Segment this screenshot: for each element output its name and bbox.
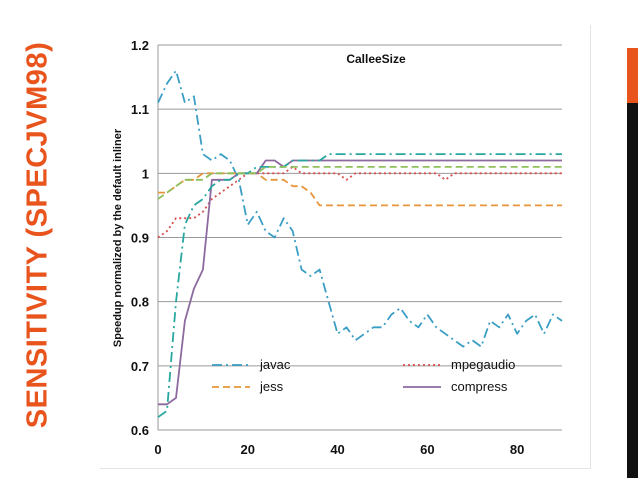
- accent-bar: [627, 48, 638, 103]
- x-tick-label: 0: [154, 442, 161, 457]
- x-tick-label: 60: [420, 442, 434, 457]
- y-tick-labels: 0.6 0.7 0.8 0.9 1 1.1 1.2: [131, 38, 149, 438]
- x-tick-label: 20: [241, 442, 255, 457]
- y-tick-label: 1.2: [131, 38, 149, 53]
- y-axis-label: Speedup normalized by the default inline…: [112, 128, 124, 347]
- x-tick-label: 80: [510, 442, 524, 457]
- series-line-mpegaudio: [157, 165, 562, 239]
- grid-lines: [157, 44, 562, 431]
- y-tick-label: 0.7: [131, 359, 149, 374]
- y-tick-label: 1: [142, 166, 149, 181]
- legend-label-jess: jess: [259, 379, 284, 394]
- series-line-unlabeled-4: [157, 153, 562, 418]
- plot-area: [157, 69, 563, 418]
- legend-label-compress: compress: [451, 379, 508, 394]
- x-tick-label: 40: [330, 442, 344, 457]
- legend-label-javac: javac: [259, 357, 291, 372]
- legend: javac mpegaudio jess compress: [212, 357, 515, 394]
- y-tick-label: 0.8: [131, 295, 149, 310]
- legend-label-mpegaudio: mpegaudio: [451, 357, 515, 372]
- y-tick-label: 1.1: [131, 102, 149, 117]
- side-bar: [627, 103, 638, 478]
- series-line-javac: [157, 69, 563, 348]
- x-tick-labels: 0 20 40 60 80: [154, 442, 524, 457]
- chart-title: CalleeSize: [346, 52, 406, 66]
- series-line-unlabeled-5: [157, 165, 562, 200]
- series-line-jess: [158, 172, 562, 207]
- y-tick-label: 0.6: [131, 423, 149, 438]
- y-tick-label: 0.9: [131, 231, 149, 246]
